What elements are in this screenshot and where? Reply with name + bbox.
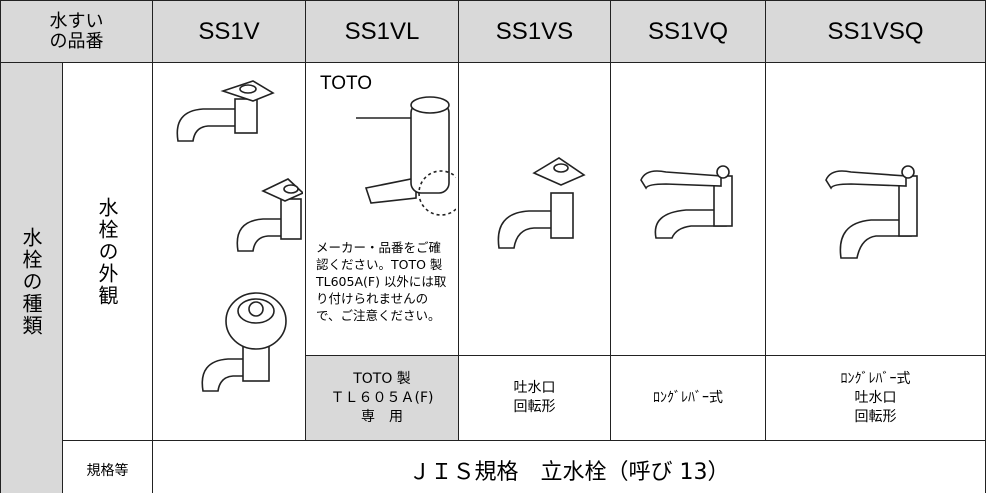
image-cell: TOTO メーカー・品番をご確 認ください。TOTO 製 TL605A(F) 以… bbox=[305, 62, 459, 356]
category-label: 水栓の種類 bbox=[19, 227, 43, 337]
model-header: SS1VL bbox=[305, 0, 459, 63]
caption-line: 吐水口 bbox=[854, 389, 897, 406]
callout-label: TOTO bbox=[320, 73, 373, 94]
model-header: SS1V bbox=[152, 0, 306, 63]
model-header: SS1VSQ bbox=[765, 0, 986, 63]
spec-label-cell: 規格等 bbox=[62, 440, 153, 493]
model: SS1VSQ bbox=[827, 17, 924, 45]
caption-cell: TOTO 製 ＴＬ６０５Ａ(F) 専 用 bbox=[305, 355, 459, 441]
caption-line: ﾛﾝｸﾞﾚﾊﾞｰ式 bbox=[653, 389, 723, 406]
spec-label: 規格等 bbox=[86, 463, 129, 479]
caption-line: 回転形 bbox=[854, 408, 897, 425]
image-cell bbox=[458, 62, 611, 356]
faucet-drawing bbox=[497, 157, 586, 249]
caption-line: ＴＬ６０５Ａ(F) bbox=[330, 389, 434, 406]
appearance-cell: 水栓の外観 bbox=[62, 62, 153, 441]
corner-line: の品番 bbox=[49, 30, 104, 52]
note: メーカー・品番をご確 認ください。TOTO 製 TL605A(F) 以外には取 … bbox=[316, 239, 446, 324]
image-cell bbox=[765, 62, 986, 356]
faucet-drawing bbox=[356, 96, 456, 216]
image-cell bbox=[152, 62, 306, 441]
note-line: 認ください。TOTO 製 bbox=[316, 257, 443, 272]
note-line: TL605A(F) 以外には取 bbox=[316, 274, 447, 289]
category-cell: 水栓の種類 bbox=[0, 62, 63, 493]
caption-line: 専 用 bbox=[361, 408, 403, 425]
faucet-drawings bbox=[176, 80, 303, 392]
note-line: で、ご注意ください。 bbox=[316, 308, 441, 323]
model: SS1VQ bbox=[647, 17, 729, 45]
corner-line: 水すい bbox=[49, 10, 104, 32]
model: SS1VL bbox=[344, 17, 420, 45]
model-header: SS1VS bbox=[458, 0, 611, 63]
note-line: メーカー・品番をご確 bbox=[316, 240, 442, 255]
note-line: り付けられませんの bbox=[316, 291, 429, 306]
model: SS1V bbox=[198, 17, 260, 45]
caption-cell: ﾛﾝｸﾞﾚﾊﾞｰ式 bbox=[610, 355, 766, 441]
caption-cell: 吐水口 回転形 bbox=[458, 355, 611, 441]
caption-line: TOTO 製 bbox=[353, 370, 411, 387]
spec-text: ＪＩＳ規格 立水栓（呼び 13） bbox=[408, 460, 730, 485]
caption-line: ﾛﾝｸﾞﾚﾊﾞｰ式 bbox=[840, 370, 911, 387]
image-cell bbox=[610, 62, 766, 356]
corner-header: 水すい の品番 bbox=[0, 0, 153, 63]
faucet-drawing bbox=[640, 165, 733, 239]
faucet-drawing bbox=[825, 165, 918, 259]
caption-line: 吐水口 bbox=[513, 380, 556, 396]
model-header: SS1VQ bbox=[610, 0, 766, 63]
spec-cell: ＪＩＳ規格 立水栓（呼び 13） bbox=[152, 440, 986, 493]
model: SS1VS bbox=[495, 17, 574, 45]
caption-line: 回転形 bbox=[513, 399, 556, 415]
appearance-label: 水栓の外観 bbox=[95, 196, 119, 307]
caption-cell: ﾛﾝｸﾞﾚﾊﾞｰ式 吐水口 回転形 bbox=[765, 355, 986, 441]
